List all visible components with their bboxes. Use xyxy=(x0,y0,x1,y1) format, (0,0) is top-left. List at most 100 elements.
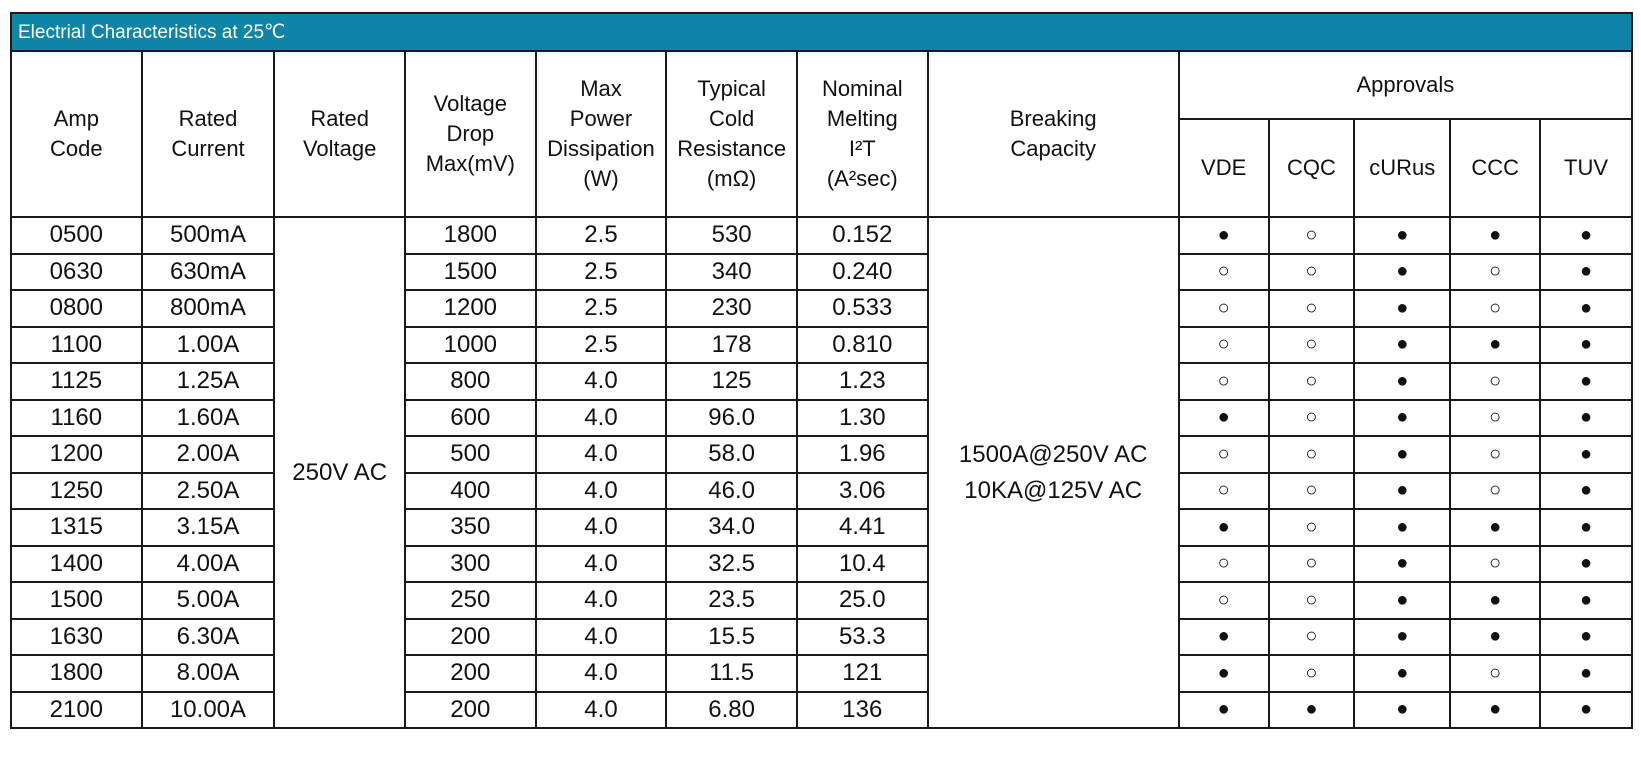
approval-ccc-mark: ○ xyxy=(1449,471,1542,510)
approval-curus-mark: ● xyxy=(1353,581,1452,620)
cold-resistance-cell: 58.0 xyxy=(665,435,798,474)
characteristics-table: Amp Code Rated Current Rated Voltage Vol… xyxy=(10,50,1634,729)
voltage-drop-cell: 800 xyxy=(404,362,537,401)
amp-code-cell: 2100 xyxy=(10,690,143,729)
approval-ccc-mark: ● xyxy=(1449,581,1542,620)
rated-current-cell: 4.00A xyxy=(140,544,276,583)
header-rated-current-line2: Current xyxy=(171,136,245,161)
rated-current-cell: 6.30A xyxy=(140,617,276,656)
cold-resistance-cell: 46.0 xyxy=(665,471,798,510)
approval-tuv-mark: ● xyxy=(1539,289,1633,328)
approval-cqc-mark: ○ xyxy=(1267,544,1356,583)
melting-cell: 1.96 xyxy=(795,435,929,474)
amp-code-cell: 1500 xyxy=(10,581,143,620)
approval-tuv-mark: ● xyxy=(1539,216,1633,255)
approval-vde-mark: ● xyxy=(1177,508,1270,547)
approval-cqc-mark: ○ xyxy=(1267,252,1356,291)
approval-ccc-mark: ○ xyxy=(1449,544,1542,583)
cold-resistance-cell: 6.80 xyxy=(665,690,798,729)
amp-code-cell: 1100 xyxy=(10,325,143,364)
table-row: 1250 2.50A 400 4.0 46.0 3.06 ○ ○ ● ○ ● xyxy=(10,471,1633,510)
header-amp-code-line1: Amp xyxy=(53,106,99,131)
approval-tuv-mark: ● xyxy=(1539,617,1633,656)
header-approvals: Approvals xyxy=(1177,50,1634,120)
approval-curus-mark: ● xyxy=(1353,289,1452,328)
approval-curus-mark: ● xyxy=(1353,362,1452,401)
approval-cqc-mark: ○ xyxy=(1267,581,1356,620)
approval-vde-mark: ○ xyxy=(1177,435,1270,474)
approval-cqc-mark: ○ xyxy=(1267,398,1356,437)
approval-ccc-mark: ○ xyxy=(1449,289,1542,328)
rated-current-cell: 5.00A xyxy=(140,581,276,620)
approval-cqc-mark: ○ xyxy=(1267,362,1356,401)
breaking-capacity-line2: 10KA@125V AC xyxy=(964,476,1143,504)
approval-tuv-mark: ● xyxy=(1539,581,1633,620)
amp-code-cell: 1200 xyxy=(10,435,143,474)
header-approval-ccc: CCC xyxy=(1449,118,1542,218)
header-rated-voltage-line2: Voltage xyxy=(302,136,377,161)
approval-tuv-mark: ● xyxy=(1539,252,1633,291)
melting-cell: 3.06 xyxy=(795,471,929,510)
header-melting-line3: I²T xyxy=(848,136,876,161)
approval-cqc-mark: ○ xyxy=(1267,325,1356,364)
approval-ccc-mark: ● xyxy=(1449,325,1542,364)
melting-cell: 10.4 xyxy=(795,544,929,583)
max-power-cell: 4.0 xyxy=(534,435,668,474)
approval-cqc-mark: ○ xyxy=(1267,654,1356,693)
header-cold-resistance: Typical Cold Resistance (mΩ) xyxy=(665,50,798,218)
breaking-capacity-line1: 1500A@250V AC xyxy=(958,440,1148,468)
voltage-drop-cell: 350 xyxy=(404,508,537,547)
table-row: 1160 1.60A 600 4.0 96.0 1.30 ● ○ ● ○ ● xyxy=(10,398,1633,437)
rated-current-cell: 500mA xyxy=(140,216,276,255)
amp-code-cell: 1315 xyxy=(10,508,143,547)
approval-vde-mark: ● xyxy=(1177,398,1270,437)
approval-cqc-mark: ○ xyxy=(1267,216,1356,255)
voltage-drop-cell: 500 xyxy=(404,435,537,474)
amp-code-cell: 0500 xyxy=(10,216,143,255)
cold-resistance-cell: 23.5 xyxy=(665,581,798,620)
approval-tuv-mark: ● xyxy=(1539,325,1633,364)
approval-ccc-mark: ● xyxy=(1449,508,1542,547)
table-row: 1800 8.00A 200 4.0 11.5 121 ● ○ ● ○ ● xyxy=(10,654,1633,693)
table-row: 1500 5.00A 250 4.0 23.5 25.0 ○ ○ ● ● ● xyxy=(10,581,1633,620)
header-breaking-line1: Breaking xyxy=(1009,106,1097,131)
approval-curus-mark: ● xyxy=(1353,216,1452,255)
approval-vde-mark: ○ xyxy=(1177,289,1270,328)
approval-tuv-mark: ● xyxy=(1539,471,1633,510)
header-cold-resistance-line2: Cold xyxy=(709,106,755,131)
approval-ccc-mark: ○ xyxy=(1449,435,1542,474)
header-cold-resistance-line3: Resistance xyxy=(677,136,787,161)
header-approval-cqc: CQC xyxy=(1267,118,1356,218)
approval-cqc-mark: ○ xyxy=(1267,289,1356,328)
header-rated-voltage-line1: Rated xyxy=(310,106,370,131)
header-approval-curus: cURus xyxy=(1353,118,1452,218)
voltage-drop-cell: 300 xyxy=(404,544,537,583)
max-power-cell: 2.5 xyxy=(534,325,668,364)
table-title: Electrial Characteristics at 25℃ xyxy=(10,12,1633,50)
approval-curus-mark: ● xyxy=(1353,398,1452,437)
amp-code-cell: 1160 xyxy=(10,398,143,437)
max-power-cell: 4.0 xyxy=(534,617,668,656)
melting-cell: 25.0 xyxy=(795,581,929,620)
table-row: 2100 10.00A 200 4.0 6.80 136 ● ● ● ● ● xyxy=(10,690,1633,729)
melting-cell: 4.41 xyxy=(795,508,929,547)
approval-ccc-mark: ○ xyxy=(1449,398,1542,437)
rated-current-cell: 10.00A xyxy=(140,690,276,729)
rated-current-cell: 1.00A xyxy=(140,325,276,364)
max-power-cell: 2.5 xyxy=(534,252,668,291)
voltage-drop-cell: 1200 xyxy=(404,289,537,328)
rated-current-cell: 8.00A xyxy=(140,654,276,693)
rated-current-cell: 800mA xyxy=(140,289,276,328)
cold-resistance-cell: 11.5 xyxy=(665,654,798,693)
header-rated-voltage: Rated Voltage xyxy=(273,50,406,218)
rated-current-cell: 630mA xyxy=(140,252,276,291)
approval-vde-mark: ○ xyxy=(1177,325,1270,364)
voltage-drop-cell: 200 xyxy=(404,690,537,729)
melting-cell: 53.3 xyxy=(795,617,929,656)
approval-cqc-mark: ○ xyxy=(1267,435,1356,474)
max-power-cell: 2.5 xyxy=(534,289,668,328)
voltage-drop-cell: 1800 xyxy=(404,216,537,255)
cold-resistance-cell: 15.5 xyxy=(665,617,798,656)
max-power-cell: 4.0 xyxy=(534,398,668,437)
header-amp-code: Amp Code xyxy=(10,50,143,218)
